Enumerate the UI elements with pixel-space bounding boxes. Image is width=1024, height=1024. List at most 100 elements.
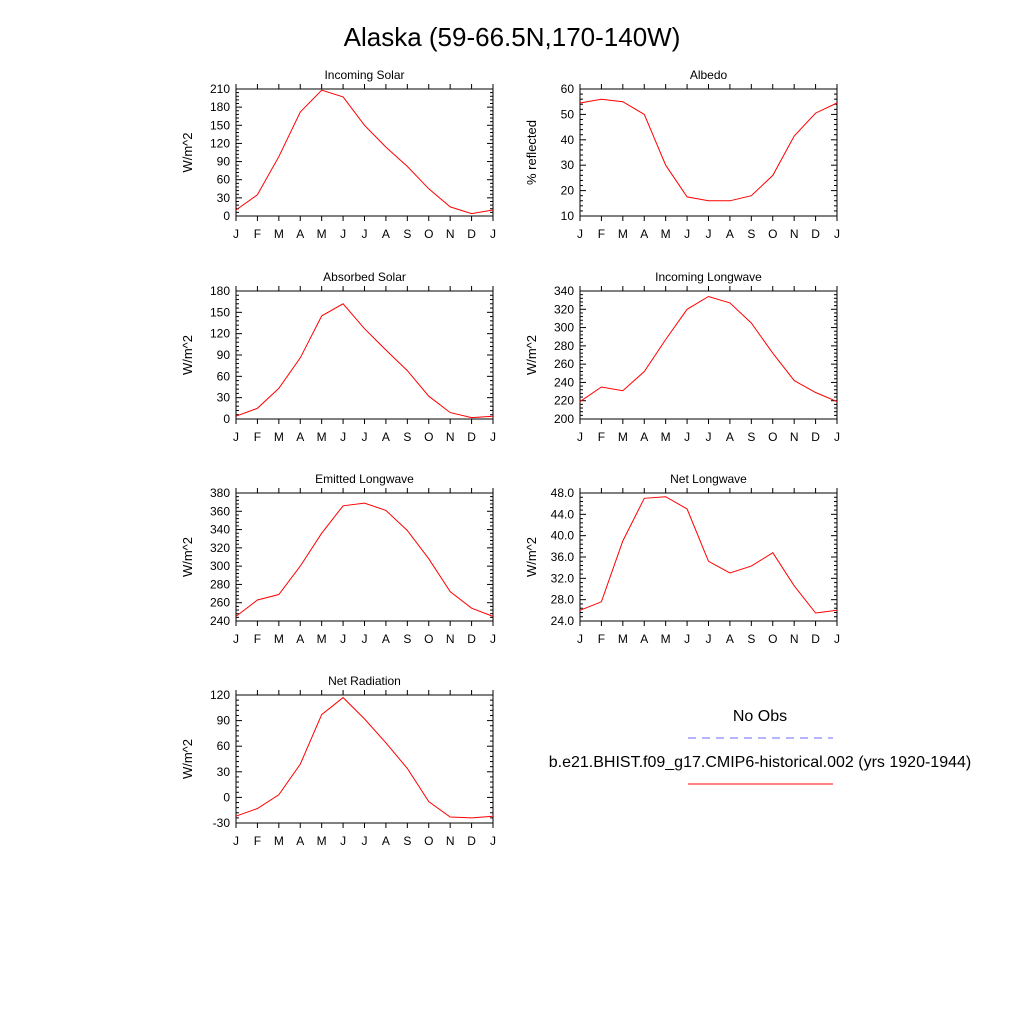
x-tick-label: A <box>640 632 648 646</box>
x-tick-label: A <box>640 227 648 241</box>
y-tick-label: 200 <box>554 412 574 426</box>
x-tick-label: M <box>618 632 628 646</box>
x-tick-label: O <box>768 227 777 241</box>
chart-panel: Net Longwave 24.0 28.0 32.0 36.0 40.0 44.0 48.0… <box>524 472 840 646</box>
y-tick-label: 10 <box>561 209 575 223</box>
y-tick-label: 0 <box>223 209 230 223</box>
y-tick-label: 60 <box>217 173 231 187</box>
y-tick-label: 0 <box>223 412 230 426</box>
legend-model-label: b.e21.BHIST.f09_g17.CMIP6-historical.002… <box>549 754 971 771</box>
y-tick-label: 340 <box>554 284 574 298</box>
y-axis-label: W/m^2 <box>524 537 539 577</box>
y-axis-label: W/m^2 <box>180 335 195 375</box>
series-line <box>579 496 838 614</box>
plot-frame <box>235 492 494 622</box>
y-tick-label: 48.0 <box>551 486 575 500</box>
y-tick-label: 30 <box>217 391 231 405</box>
plot-frame <box>579 290 838 420</box>
y-axis-label: W/m^2 <box>180 132 195 172</box>
plot-frame <box>579 88 838 217</box>
x-tick-label: S <box>403 430 411 444</box>
x-tick-label: J <box>684 632 690 646</box>
panel-title: Albedo <box>690 68 728 82</box>
x-tick-label: F <box>254 834 261 848</box>
y-axis-label: W/m^2 <box>524 335 539 375</box>
x-tick-label: A <box>382 430 390 444</box>
x-tick-label: S <box>747 227 755 241</box>
x-tick-label: M <box>274 227 284 241</box>
x-tick-label: D <box>811 430 820 444</box>
x-tick-label: J <box>362 834 368 848</box>
x-tick-label: D <box>467 227 476 241</box>
y-tick-label: 60 <box>217 739 231 753</box>
x-tick-label: J <box>577 632 583 646</box>
panel-title: Absorbed Solar <box>323 270 406 284</box>
x-tick-label: O <box>768 632 777 646</box>
x-tick-label: J <box>490 227 496 241</box>
plot-frame <box>235 694 494 824</box>
x-tick-label: A <box>296 632 304 646</box>
x-tick-label: A <box>382 227 390 241</box>
y-tick-label: -30 <box>213 816 231 830</box>
x-tick-label: J <box>706 227 712 241</box>
y-tick-label: 28.0 <box>551 593 575 607</box>
x-tick-label: D <box>811 632 820 646</box>
y-tick-label: 210 <box>210 82 230 96</box>
y-tick-label: 120 <box>210 327 230 341</box>
y-tick-label: 32.0 <box>551 571 575 585</box>
y-axis-label: W/m^2 <box>180 537 195 577</box>
y-tick-label: 320 <box>554 302 574 316</box>
x-tick-label: J <box>362 430 368 444</box>
x-tick-label: N <box>446 430 455 444</box>
y-tick-label: 90 <box>217 348 231 362</box>
x-tick-label: S <box>747 430 755 444</box>
y-tick-label: 220 <box>554 394 574 408</box>
x-tick-label: F <box>598 632 605 646</box>
x-tick-label: N <box>446 632 455 646</box>
x-tick-label: S <box>403 227 411 241</box>
y-tick-label: 40 <box>561 133 575 147</box>
x-tick-label: A <box>296 834 304 848</box>
y-tick-label: 90 <box>217 155 231 169</box>
x-tick-label: J <box>233 430 239 444</box>
x-tick-label: J <box>577 227 583 241</box>
x-tick-label: J <box>834 227 840 241</box>
series-line <box>235 303 494 419</box>
y-tick-label: 60 <box>561 82 575 96</box>
y-tick-label: 24.0 <box>551 614 575 628</box>
x-tick-label: S <box>403 834 411 848</box>
x-tick-label: J <box>362 227 368 241</box>
x-tick-label: N <box>446 834 455 848</box>
y-tick-label: 340 <box>210 523 230 537</box>
y-tick-label: 300 <box>554 321 574 335</box>
x-tick-label: M <box>317 430 327 444</box>
y-tick-label: 120 <box>210 688 230 702</box>
y-tick-label: 120 <box>210 136 230 150</box>
panel-title: Net Radiation <box>328 674 401 688</box>
x-tick-label: J <box>340 227 346 241</box>
x-tick-label: O <box>768 430 777 444</box>
series-line <box>235 89 494 215</box>
x-tick-label: F <box>598 227 605 241</box>
y-tick-label: 180 <box>210 100 230 114</box>
y-tick-label: 0 <box>223 790 230 804</box>
x-tick-label: O <box>424 227 433 241</box>
x-tick-label: A <box>640 430 648 444</box>
legend-obs-label: No Obs <box>733 708 787 725</box>
x-tick-label: J <box>577 430 583 444</box>
x-tick-label: D <box>467 430 476 444</box>
x-tick-label: D <box>811 227 820 241</box>
y-tick-label: 260 <box>554 357 574 371</box>
plot-frame <box>235 88 494 217</box>
x-tick-label: J <box>490 430 496 444</box>
x-tick-label: A <box>382 834 390 848</box>
x-tick-label: S <box>403 632 411 646</box>
x-tick-label: S <box>747 632 755 646</box>
x-tick-label: M <box>661 227 671 241</box>
y-axis-label: % reflected <box>524 120 539 185</box>
x-tick-label: A <box>726 632 734 646</box>
